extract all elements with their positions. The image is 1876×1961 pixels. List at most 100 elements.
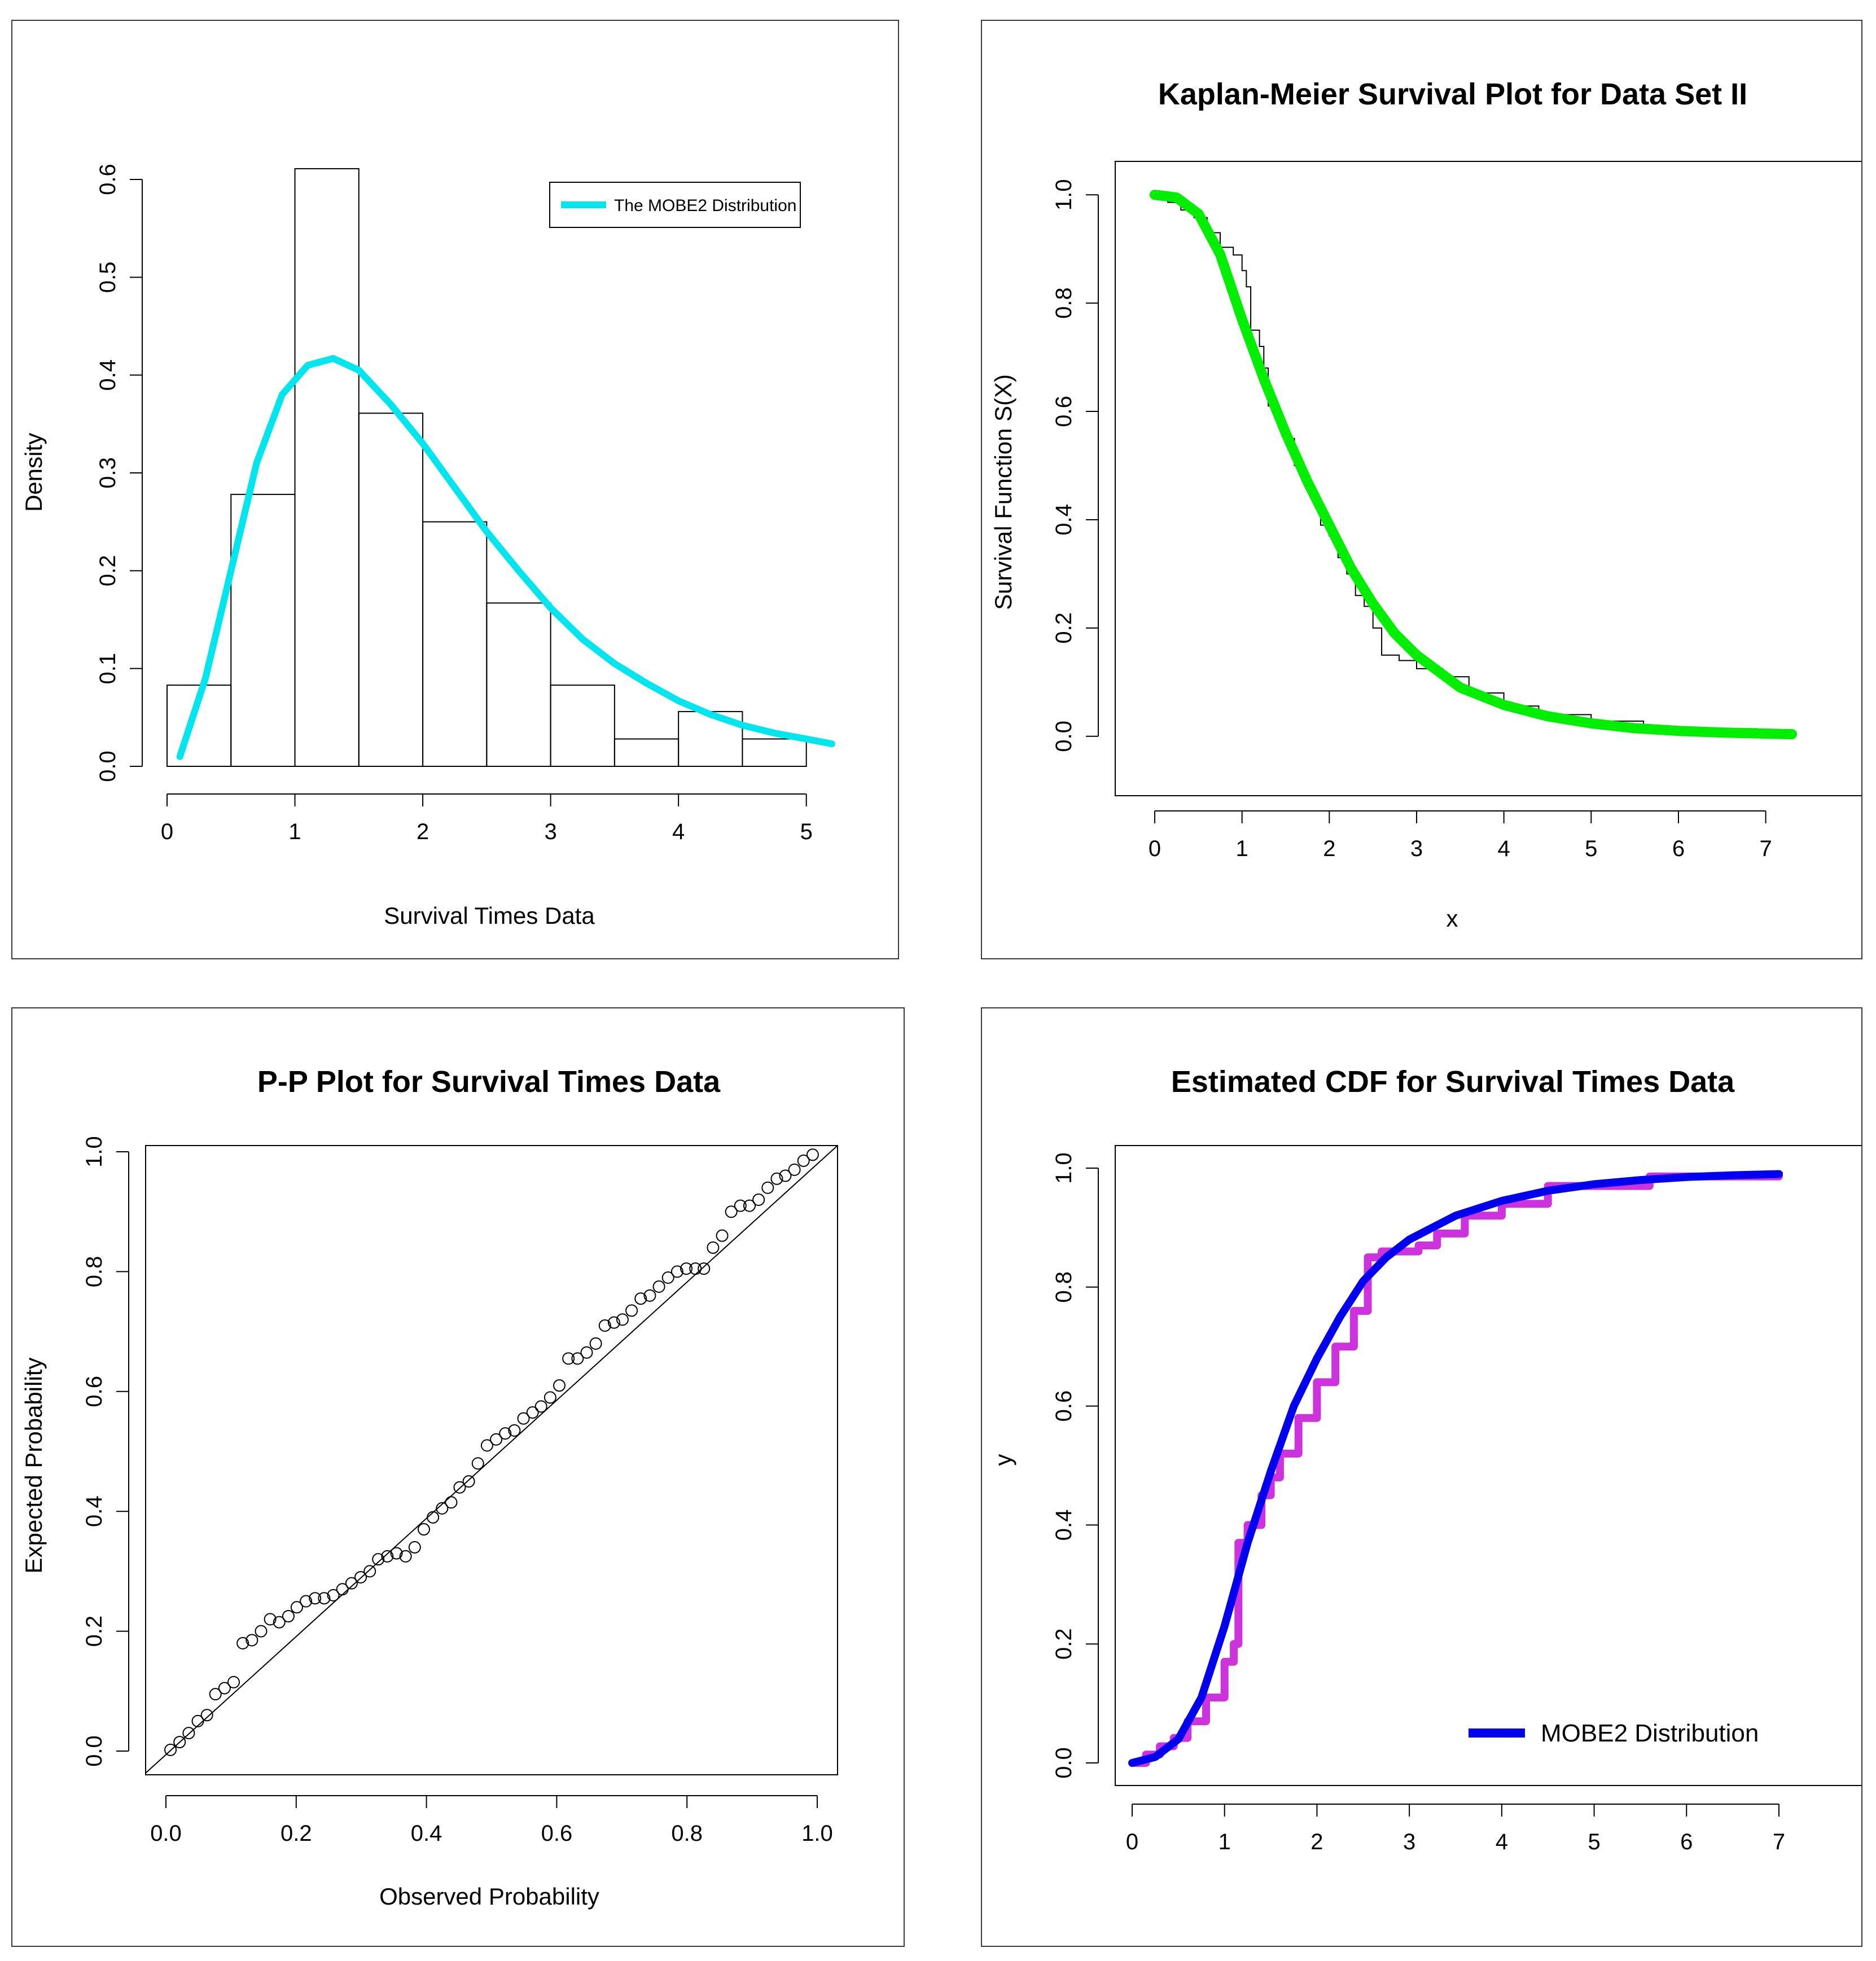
pp-point [743,1199,756,1212]
pp-point [553,1379,566,1392]
pp-plot-chart: P-P Plot for Survival Times Data Observe… [20,1065,838,1910]
pp-point [652,1280,665,1293]
pp-point [643,1289,656,1302]
pp-point [227,1675,240,1688]
cdf-legend-label: MOBE2 Distribution [1541,1719,1759,1747]
pp-point [173,1736,186,1749]
cdf-x-tick-label: 1 [1218,1830,1231,1854]
density-x-tick-label: 0 [161,819,173,844]
cdf-chart: Estimated CDF for Survival Times Data y … [990,1065,1861,1854]
density-y-tick-label: 0.4 [95,359,120,391]
density-x-tick-label: 5 [800,819,813,844]
pp-point [264,1613,277,1626]
pp-point [453,1481,466,1494]
histogram-bar [613,738,680,767]
pp-xlabel: Observed Probability [379,1883,599,1910]
mobe2-cdf-curve [1128,1170,1783,1767]
cdf-y-tick-label: 0.6 [1051,1390,1076,1422]
km-survival-chart: Kaplan-Meier Survival Plot for Data Set … [990,77,1861,932]
pp-title: P-P Plot for Survival Times Data [257,1065,721,1099]
km-y-tick-label: 0.2 [1051,612,1076,644]
pp-y-tick-label: 1.0 [82,1136,107,1168]
pp-x-tick-label: 0.8 [671,1821,703,1846]
pp-ylabel: Expected Probability [20,1358,47,1574]
density-legend: The MOBE2 Distribution [549,182,801,228]
density-y-tick-label: 0.0 [95,751,120,782]
density-x-tick-label: 1 [288,819,301,844]
pp-plot-frame [145,1145,838,1775]
density-ylabel: Density [20,433,47,512]
pp-point [399,1550,412,1563]
pp-point [390,1547,403,1560]
cdf-x-tick-label: 5 [1588,1830,1600,1854]
density-xlabel: Survival Times Data [384,902,595,929]
km-x-tick-label: 1 [1236,836,1248,861]
pp-point [716,1229,729,1242]
pp-point [164,1743,177,1756]
pp-point [752,1193,765,1206]
cdf-x-tick-label: 2 [1310,1830,1323,1854]
pp-point [209,1688,222,1701]
pp-point [372,1553,385,1566]
pp-point [381,1550,394,1563]
pp-point [526,1406,539,1419]
cdf-x-tick-label: 6 [1680,1830,1693,1854]
pp-point [534,1400,547,1413]
histogram-bar [422,521,488,767]
pp-point [436,1502,449,1515]
pp-point [427,1511,440,1524]
cdf-x-tick-label: 7 [1773,1830,1785,1854]
pp-point [445,1496,458,1509]
pp-point [309,1592,322,1605]
pp-point [508,1424,521,1437]
km-x-tick-label: 4 [1498,836,1510,861]
pp-point [417,1523,430,1536]
pp-point [480,1439,493,1452]
pp-point [571,1352,584,1365]
pp-x-tick-label: 0.2 [280,1821,312,1846]
density-x-tick-label: 4 [672,819,685,844]
pp-y-tick-label: 0.8 [82,1256,107,1288]
cdf-plot-frame [1115,1145,1861,1786]
pp-point [490,1433,503,1446]
pp-point [589,1337,602,1350]
pp-y-tick-label: 0.6 [82,1376,107,1407]
km-x-tick-label: 2 [1323,836,1335,861]
density-x-tick-label: 2 [417,819,429,844]
km-title: Kaplan-Meier Survival Plot for Data Set … [1158,77,1747,111]
pp-point [661,1271,674,1284]
pp-point [761,1181,774,1194]
pp-x-tick-label: 0.6 [541,1821,573,1846]
pp-plot-panel: P-P Plot for Survival Times Data Observe… [11,1007,905,1947]
km-plot-frame [1115,161,1861,796]
density-y-tick-label: 0.6 [95,164,120,195]
empirical-cdf-step [1132,1172,1783,1767]
pp-point [788,1163,801,1176]
pp-point [255,1625,268,1638]
km-y-tick-label: 0.0 [1051,721,1076,752]
pp-point [408,1541,421,1554]
pp-y-tick-label: 0.4 [82,1495,107,1527]
pp-point [182,1727,195,1740]
pp-point [580,1346,593,1359]
pp-point [200,1709,213,1722]
pp-point [345,1577,358,1590]
pp-point [779,1169,792,1182]
pp-point [282,1610,295,1623]
pp-point [236,1637,249,1649]
km-x-tick-label: 3 [1410,836,1423,861]
density-legend-label: The MOBE2 Distribution [614,196,796,215]
pp-point [707,1241,720,1254]
pp-point [462,1475,475,1488]
pp-point [273,1616,286,1629]
density-x-tick-label: 3 [544,819,556,844]
mobe2-density-curve [176,355,835,760]
cdf-y-tick-label: 1.0 [1051,1152,1076,1184]
km-y-tick-label: 0.6 [1051,396,1076,427]
km-y-tick-label: 0.8 [1051,287,1076,319]
histogram-bar [550,685,615,767]
pp-point [336,1583,349,1596]
pp-point [616,1313,629,1326]
km-y-tick-label: 1.0 [1051,179,1076,210]
cdf-legend: MOBE2 Distribution [1469,1719,1759,1747]
